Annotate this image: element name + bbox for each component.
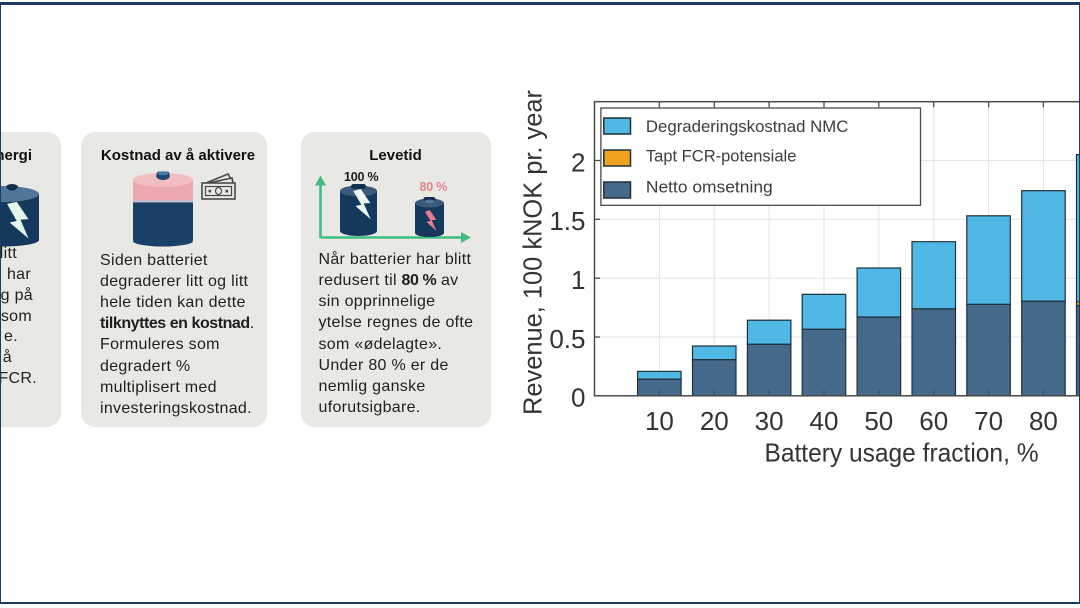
svg-text:Netto omsetning: Netto omsetning <box>646 179 773 197</box>
svg-text:2: 2 <box>571 147 585 177</box>
svg-text:70: 70 <box>974 406 1003 436</box>
svg-text:80: 80 <box>1029 406 1058 436</box>
svg-text:0: 0 <box>571 383 585 413</box>
svg-text:30: 30 <box>755 406 784 436</box>
svg-text:Revenue, 100 kNOK pr. year: Revenue, 100 kNOK pr. year <box>518 90 548 415</box>
svg-text:Tapt FCR-potensiale: Tapt FCR-potensiale <box>646 148 797 166</box>
svg-text:1: 1 <box>571 265 585 295</box>
svg-text:40: 40 <box>810 406 839 436</box>
svg-text:1.5: 1.5 <box>549 206 585 236</box>
svg-text:20: 20 <box>700 406 729 436</box>
svg-text:Degraderingskostnad NMC: Degraderingskostnad NMC <box>646 118 849 136</box>
svg-text:60: 60 <box>919 406 948 436</box>
svg-text:0.5: 0.5 <box>549 324 585 354</box>
svg-text:50: 50 <box>864 406 893 436</box>
svg-text:Battery usage fraction, %: Battery usage fraction, % <box>765 437 1039 467</box>
svg-text:10: 10 <box>645 406 674 436</box>
